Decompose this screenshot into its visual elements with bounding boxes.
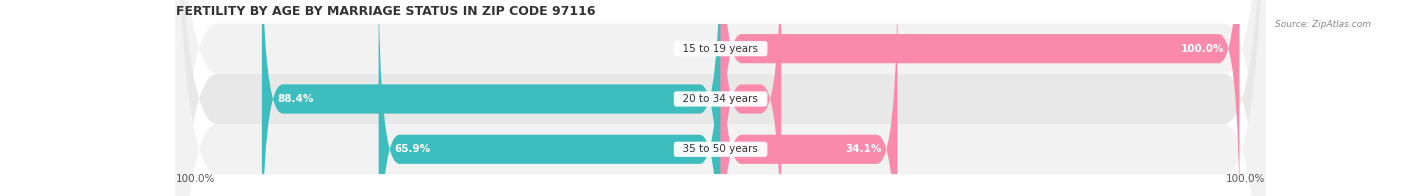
Text: 0.0%: 0.0% xyxy=(679,44,704,54)
FancyBboxPatch shape xyxy=(262,0,721,196)
Text: 35 to 50 years: 35 to 50 years xyxy=(676,144,765,154)
FancyBboxPatch shape xyxy=(378,0,721,196)
FancyBboxPatch shape xyxy=(721,0,1240,196)
FancyBboxPatch shape xyxy=(176,0,1265,196)
Text: 20 to 34 years: 20 to 34 years xyxy=(676,94,765,104)
Text: 15 to 19 years: 15 to 19 years xyxy=(676,44,765,54)
Text: 11.7%: 11.7% xyxy=(730,94,766,104)
FancyBboxPatch shape xyxy=(721,0,897,196)
FancyBboxPatch shape xyxy=(176,0,1265,196)
Text: 100.0%: 100.0% xyxy=(1226,174,1265,184)
Text: 100.0%: 100.0% xyxy=(176,174,215,184)
Text: 65.9%: 65.9% xyxy=(394,144,430,154)
Text: FERTILITY BY AGE BY MARRIAGE STATUS IN ZIP CODE 97116: FERTILITY BY AGE BY MARRIAGE STATUS IN Z… xyxy=(176,5,595,18)
FancyBboxPatch shape xyxy=(721,0,782,196)
FancyBboxPatch shape xyxy=(176,0,1265,196)
Text: Source: ZipAtlas.com: Source: ZipAtlas.com xyxy=(1275,20,1371,29)
Text: 88.4%: 88.4% xyxy=(277,94,314,104)
Text: 100.0%: 100.0% xyxy=(1181,44,1223,54)
Text: 34.1%: 34.1% xyxy=(845,144,882,154)
